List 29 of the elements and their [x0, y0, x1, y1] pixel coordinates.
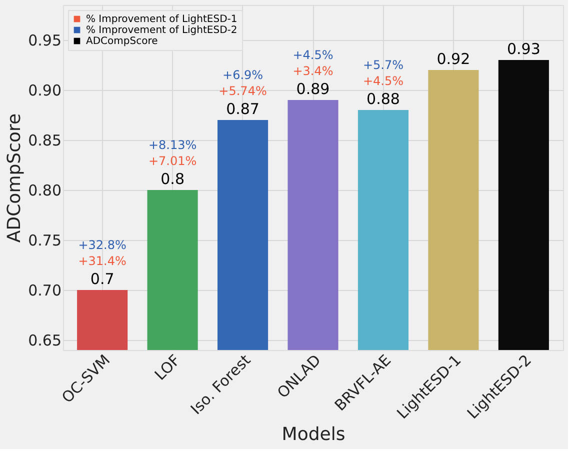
y-tick-label: 0.65	[28, 332, 62, 350]
y-tick-label: 0.75	[28, 232, 62, 250]
data-label: 0.87	[226, 100, 260, 118]
y-axis-title: ADCompScore	[4, 113, 26, 243]
data-label: 0.89	[296, 80, 330, 98]
data-label: 0.8	[160, 170, 184, 188]
y-tick-label: 0.70	[28, 282, 62, 300]
y-tick-label: 0.80	[28, 182, 62, 200]
text: +6.9%	[222, 68, 264, 82]
y-tick-label: 0.95	[28, 32, 62, 50]
text: +5.74%	[218, 84, 267, 98]
text: +3.4%	[292, 64, 334, 78]
legend-label: % Improvement of LightESD-1	[86, 14, 238, 25]
text: +8.13%	[148, 138, 197, 152]
data-label: 0.93	[506, 40, 540, 58]
legend-label: ADCompScore	[86, 36, 158, 47]
y-tick-label: 0.85	[28, 132, 62, 150]
text: +5.7%	[362, 58, 404, 72]
text: +7.01%	[148, 154, 197, 168]
legend-label: % Improvement of LightESD-2	[86, 25, 238, 36]
data-label: 0.88	[366, 90, 400, 108]
text: +4.5%	[292, 48, 334, 62]
x-axis-title: Models	[282, 424, 346, 445]
text: +31.4%	[78, 254, 126, 268]
text: +32.8%	[78, 238, 126, 252]
y-tick-label: 0.90	[28, 82, 62, 100]
text: +4.5%	[362, 74, 404, 88]
data-label: 0.7	[90, 270, 114, 288]
data-label: 0.92	[436, 50, 470, 68]
